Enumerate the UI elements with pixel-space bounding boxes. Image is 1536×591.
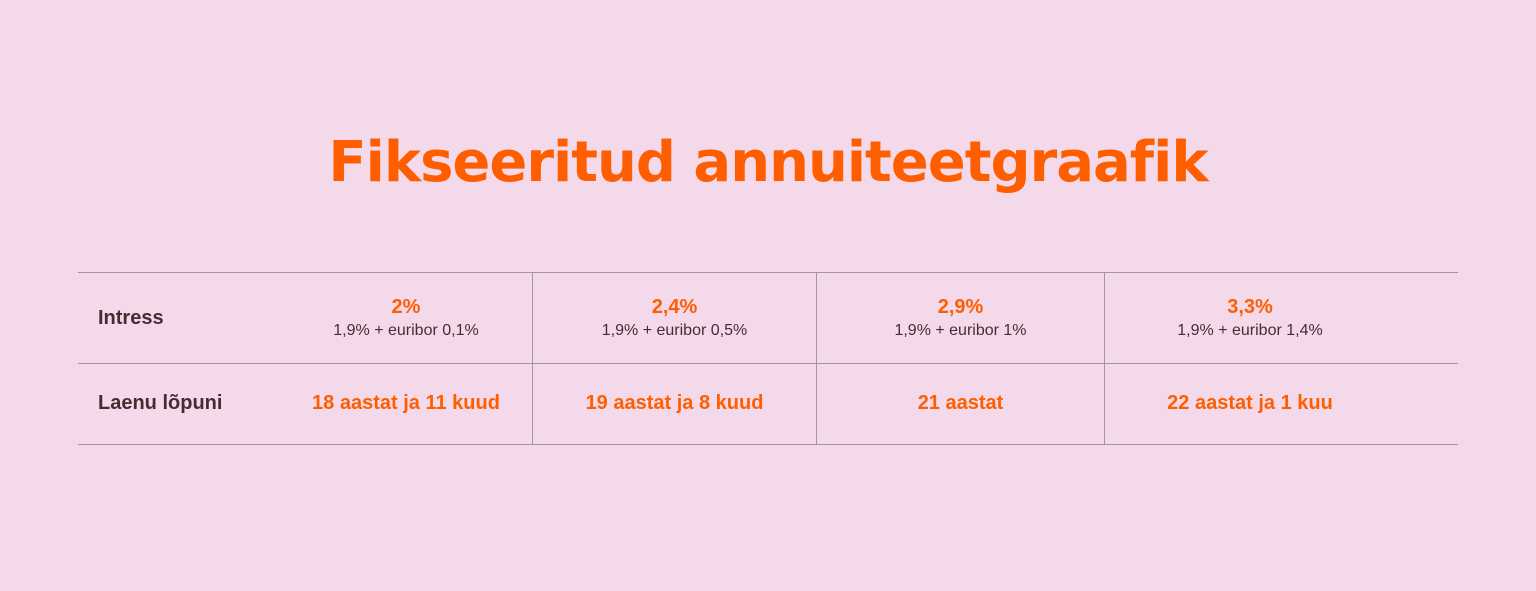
column-divider	[532, 272, 533, 445]
interest-cell-4: 3,3% 1,9% + euribor 1,4%	[1105, 295, 1395, 341]
loan-term-cell-1: 18 aastat ja 11 kuud	[298, 391, 514, 415]
loan-term-cell-3: 21 aastat	[817, 391, 1104, 415]
interest-cell-2: 2,4% 1,9% + euribor 0,5%	[533, 295, 816, 341]
table-bottom-divider	[78, 444, 1458, 445]
interest-cell-3: 2,9% 1,9% + euribor 1%	[817, 295, 1104, 341]
loan-term-value: 21 aastat	[917, 392, 1004, 414]
loan-term-cell-4: 22 aastat ja 1 kuu	[1105, 391, 1395, 415]
interest-cell-1: 2% 1,9% + euribor 0,1%	[298, 295, 514, 341]
interest-rate: 2%	[391, 296, 421, 318]
row-label-loan-term: Laenu lõpuni	[98, 392, 223, 414]
table-middle-divider	[78, 363, 1458, 364]
interest-rate: 2,9%	[937, 296, 984, 318]
interest-rate: 2,4%	[651, 296, 698, 318]
row-label-interest: Intress	[98, 307, 164, 329]
column-divider	[816, 272, 817, 445]
interest-breakdown: 1,9% + euribor 0,5%	[601, 322, 748, 339]
loan-term-cell-2: 19 aastat ja 8 kuud	[533, 391, 816, 415]
column-divider	[1104, 272, 1105, 445]
page-title: Fikseeritud annuiteetgraafik	[328, 130, 1208, 195]
interest-table: Intress 2% 1,9% + euribor 0,1% 2,4% 1,9%…	[78, 272, 1458, 445]
interest-breakdown: 1,9% + euribor 1,4%	[1177, 322, 1323, 339]
table-top-divider	[78, 272, 1458, 273]
interest-breakdown: 1,9% + euribor 0,1%	[333, 322, 479, 339]
interest-breakdown: 1,9% + euribor 1%	[894, 322, 1027, 339]
interest-rate: 3,3%	[1227, 296, 1273, 318]
loan-term-value: 22 aastat ja 1 kuu	[1167, 392, 1333, 414]
loan-term-value: 19 aastat ja 8 kuud	[585, 392, 764, 414]
loan-term-value: 18 aastat ja 11 kuud	[312, 392, 500, 414]
